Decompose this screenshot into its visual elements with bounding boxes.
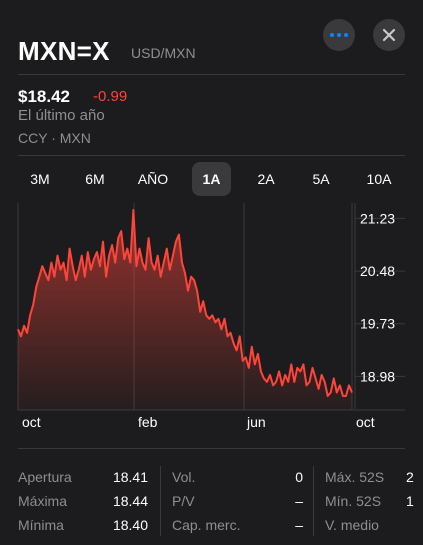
price-change: -0.99 — [93, 88, 128, 105]
range-tabs: 3M 6M AÑO 1A 2A 5A 10A — [0, 162, 423, 196]
price-chart[interactable]: 21.23 20.48 19.73 18.98 oct feb jun oct — [0, 198, 423, 438]
tab-5a[interactable]: 5A — [312, 171, 330, 187]
y-tick-label: 18.98 — [360, 368, 395, 384]
stat-value: 1 — [406, 493, 414, 509]
stat-label: Mínima — [18, 517, 64, 533]
quote-divider — [18, 155, 405, 156]
stat-value: 18.41 — [112, 469, 148, 485]
tab-2a[interactable]: 2A — [257, 171, 275, 187]
currency-pair: USD/MXN — [131, 45, 196, 61]
x-tick-label: oct — [22, 414, 41, 430]
current-price: $18.42 — [18, 87, 70, 106]
stat-label: P/V — [172, 493, 195, 509]
stat-label: Mín. 52S — [325, 493, 382, 509]
y-tick-label: 20.48 — [360, 263, 395, 279]
stat-value: 18.40 — [112, 517, 148, 533]
tab-ytd[interactable]: AÑO — [137, 171, 169, 187]
stat-value: 18.44 — [112, 493, 148, 509]
x-tick-label: feb — [138, 414, 158, 430]
x-axis-ticks: oct feb jun oct — [22, 414, 375, 430]
stats-divider — [18, 448, 405, 449]
close-button[interactable] — [373, 19, 405, 51]
x-tick-label: oct — [356, 414, 375, 430]
stat-label: Vol. — [172, 469, 196, 485]
stat-value: 0 — [295, 469, 303, 485]
stat-label: Apertura — [18, 469, 72, 485]
stats-table: Apertura 18.41 Máxima 18.44 Mínima 18.40… — [18, 466, 423, 545]
tab-3m[interactable]: 3M — [30, 171, 50, 187]
stat-label: Máxima — [18, 493, 68, 509]
more-button[interactable] — [323, 19, 355, 51]
stat-value: – — [295, 493, 303, 509]
currency-meta: CCY · MXN — [18, 130, 91, 146]
stat-value: – — [295, 517, 303, 533]
close-icon — [382, 28, 396, 42]
price-line — [17, 209, 353, 397]
stat-value: 2 — [406, 469, 414, 485]
y-tick-label: 21.23 — [360, 210, 395, 226]
stat-label: Máx. 52S — [325, 469, 385, 485]
stats-column-divider — [313, 466, 314, 536]
y-axis-ticks: 21.23 20.48 19.73 18.98 — [355, 210, 405, 384]
period-label: El último año — [18, 107, 105, 124]
tab-6m[interactable]: 6M — [85, 171, 105, 187]
stat-label: Cap. merc. — [172, 517, 241, 533]
tab-1a[interactable]: 1A — [192, 162, 231, 196]
tab-10a[interactable]: 10A — [366, 171, 392, 187]
ellipsis-icon — [330, 33, 348, 37]
y-tick-label: 19.73 — [360, 316, 395, 332]
ticker-symbol: MXN=X — [18, 36, 110, 66]
x-tick-label: jun — [246, 414, 266, 430]
header-divider — [18, 74, 405, 75]
price-area-fill — [18, 210, 352, 410]
stats-column-divider — [160, 466, 161, 536]
stat-label: V. medio — [325, 517, 379, 533]
